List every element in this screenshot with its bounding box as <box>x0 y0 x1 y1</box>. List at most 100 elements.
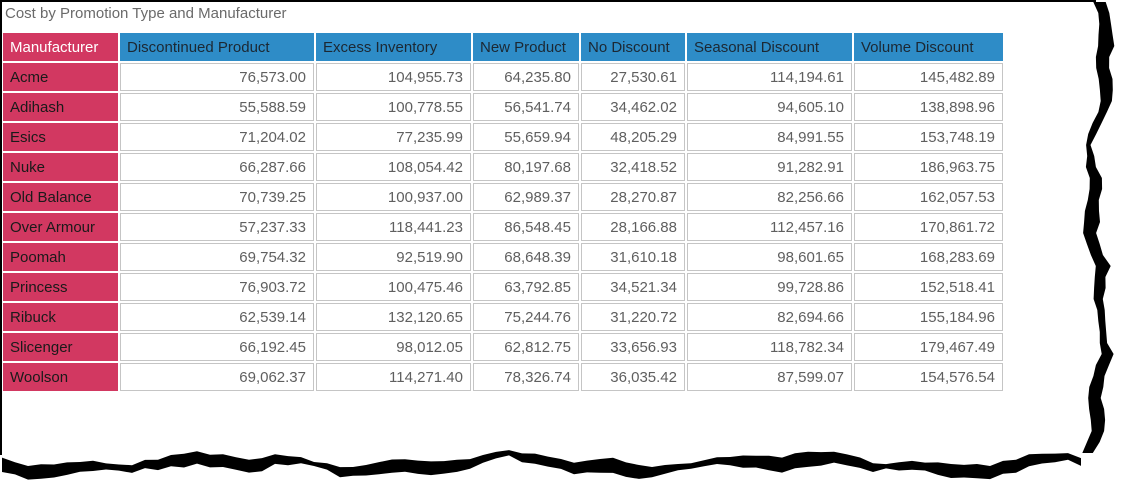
table-cell: 100,778.55 <box>316 93 471 121</box>
table-cell: 114,194.61 <box>687 63 852 91</box>
table-cell: 99,728.86 <box>687 273 852 301</box>
table-row-over-armour: Over Armour57,237.33118,441.2386,548.452… <box>3 213 1003 241</box>
column-header-seasonal-discount[interactable]: Seasonal Discount <box>687 33 852 61</box>
table-cell: 66,192.45 <box>120 333 314 361</box>
row-header: Slicenger <box>3 333 118 361</box>
column-header-new-product[interactable]: New Product <box>473 33 579 61</box>
table-cell: 114,271.40 <box>316 363 471 391</box>
table-cell: 86,548.45 <box>473 213 579 241</box>
table-cell: 100,475.46 <box>316 273 471 301</box>
table-cell: 145,482.89 <box>854 63 1003 91</box>
table-cell: 87,599.07 <box>687 363 852 391</box>
table-cell: 70,739.25 <box>120 183 314 211</box>
table-cell: 76,573.00 <box>120 63 314 91</box>
row-header: Acme <box>3 63 118 91</box>
table-cell: 68,648.39 <box>473 243 579 271</box>
column-header-volume-discount[interactable]: Volume Discount <box>854 33 1003 61</box>
header-row: ManufacturerDiscontinued ProductExcess I… <box>3 33 1003 61</box>
table-cell: 48,205.29 <box>581 123 685 151</box>
table-cell: 154,576.54 <box>854 363 1003 391</box>
chart-title: Cost by Promotion Type and Manufacturer <box>5 5 287 23</box>
table-row-slicenger: Slicenger66,192.4598,012.0562,812.7533,6… <box>3 333 1003 361</box>
table-cell: 66,287.66 <box>120 153 314 181</box>
row-header: Ribuck <box>3 303 118 331</box>
table-cell: 170,861.72 <box>854 213 1003 241</box>
table-cell: 63,792.85 <box>473 273 579 301</box>
torn-edge-right <box>1082 2 1114 453</box>
table-cell: 152,518.41 <box>854 273 1003 301</box>
table-cell: 55,588.59 <box>120 93 314 121</box>
table-cell: 36,035.42 <box>581 363 685 391</box>
table-cell: 82,256.66 <box>687 183 852 211</box>
table-cell: 34,521.34 <box>581 273 685 301</box>
table-cell: 76,903.72 <box>120 273 314 301</box>
torn-edge-bottom <box>2 450 1081 480</box>
table-cell: 32,418.52 <box>581 153 685 181</box>
table-cell: 31,220.72 <box>581 303 685 331</box>
table-cell: 92,519.90 <box>316 243 471 271</box>
table-cell: 56,541.74 <box>473 93 579 121</box>
table-cell: 98,012.05 <box>316 333 471 361</box>
table-row-ribuck: Ribuck62,539.14132,120.6575,244.7631,220… <box>3 303 1003 331</box>
table-cell: 118,782.34 <box>687 333 852 361</box>
table-cell: 31,610.18 <box>581 243 685 271</box>
column-header-manufacturer[interactable]: Manufacturer <box>3 33 118 61</box>
row-header: Esics <box>3 123 118 151</box>
table-cell: 94,605.10 <box>687 93 852 121</box>
table-cell: 132,120.65 <box>316 303 471 331</box>
table-cell: 64,235.80 <box>473 63 579 91</box>
row-header: Poomah <box>3 243 118 271</box>
row-header: Princess <box>3 273 118 301</box>
table-cell: 62,539.14 <box>120 303 314 331</box>
table-cell: 162,057.53 <box>854 183 1003 211</box>
cost-table: ManufacturerDiscontinued ProductExcess I… <box>1 31 1005 393</box>
column-header-no-discount[interactable]: No Discount <box>581 33 685 61</box>
table-cell: 153,748.19 <box>854 123 1003 151</box>
table-cell: 69,754.32 <box>120 243 314 271</box>
table-cell: 155,184.96 <box>854 303 1003 331</box>
table-row-nuke: Nuke66,287.66108,054.4280,197.6832,418.5… <box>3 153 1003 181</box>
table-cell: 55,659.94 <box>473 123 579 151</box>
table-cell: 118,441.23 <box>316 213 471 241</box>
row-header: Old Balance <box>3 183 118 211</box>
table-cell: 27,530.61 <box>581 63 685 91</box>
report-canvas: Cost by Promotion Type and Manufacturer … <box>0 0 1130 497</box>
column-header-excess-inventory[interactable]: Excess Inventory <box>316 33 471 61</box>
table-cell: 104,955.73 <box>316 63 471 91</box>
table-cell: 168,283.69 <box>854 243 1003 271</box>
column-header-discontinued-product[interactable]: Discontinued Product <box>120 33 314 61</box>
table-cell: 28,270.87 <box>581 183 685 211</box>
table-cell: 28,166.88 <box>581 213 685 241</box>
table-cell: 62,812.75 <box>473 333 579 361</box>
table-row-princess: Princess76,903.72100,475.4663,792.8534,5… <box>3 273 1003 301</box>
table-row-adihash: Adihash55,588.59100,778.5556,541.7434,46… <box>3 93 1003 121</box>
table-cell: 112,457.16 <box>687 213 852 241</box>
table-row-esics: Esics71,204.0277,235.9955,659.9448,205.2… <box>3 123 1003 151</box>
table-cell: 77,235.99 <box>316 123 471 151</box>
table-cell: 78,326.74 <box>473 363 579 391</box>
row-header: Nuke <box>3 153 118 181</box>
table-row-acme: Acme76,573.00104,955.7364,235.8027,530.6… <box>3 63 1003 91</box>
row-header: Over Armour <box>3 213 118 241</box>
row-header: Woolson <box>3 363 118 391</box>
table-cell: 91,282.91 <box>687 153 852 181</box>
table-cell: 179,467.49 <box>854 333 1003 361</box>
table-cell: 98,601.65 <box>687 243 852 271</box>
table-cell: 33,656.93 <box>581 333 685 361</box>
table-cell: 100,937.00 <box>316 183 471 211</box>
row-header: Adihash <box>3 93 118 121</box>
table-cell: 186,963.75 <box>854 153 1003 181</box>
table-row-poomah: Poomah69,754.3292,519.9068,648.3931,610.… <box>3 243 1003 271</box>
table-row-old-balance: Old Balance70,739.25100,937.0062,989.372… <box>3 183 1003 211</box>
table-cell: 82,694.66 <box>687 303 852 331</box>
table-cell: 84,991.55 <box>687 123 852 151</box>
table-cell: 69,062.37 <box>120 363 314 391</box>
table-row-woolson: Woolson69,062.37114,271.4078,326.7436,03… <box>3 363 1003 391</box>
table-cell: 138,898.96 <box>854 93 1003 121</box>
table-cell: 62,989.37 <box>473 183 579 211</box>
table-cell: 34,462.02 <box>581 93 685 121</box>
table-cell: 80,197.68 <box>473 153 579 181</box>
table-cell: 108,054.42 <box>316 153 471 181</box>
table-cell: 71,204.02 <box>120 123 314 151</box>
table-cell: 75,244.76 <box>473 303 579 331</box>
